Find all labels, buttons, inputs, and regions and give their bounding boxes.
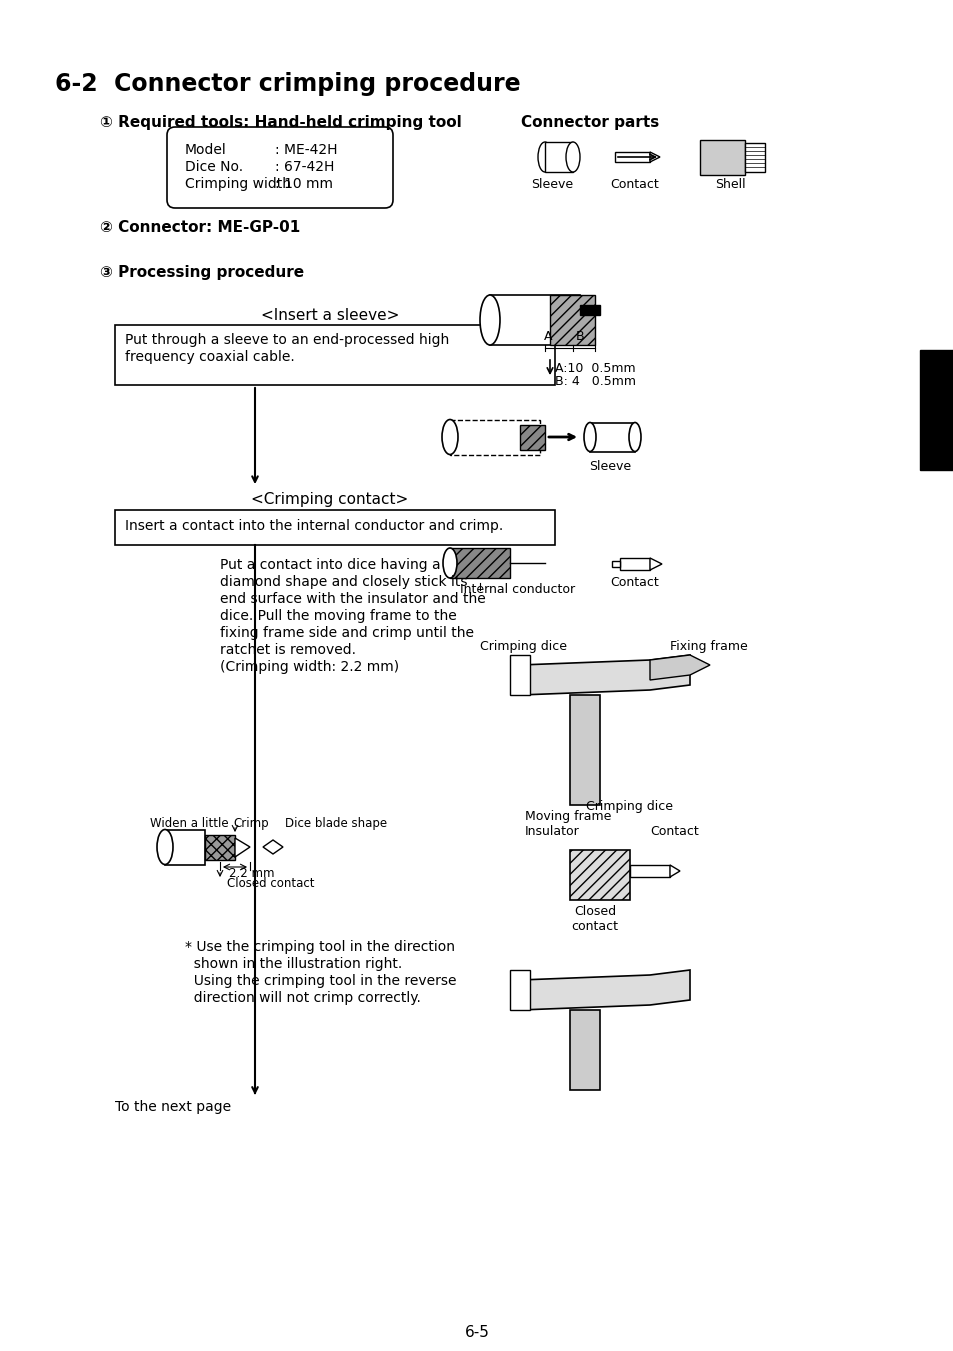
Text: ① Required tools: Hand-held crimping tool: ① Required tools: Hand-held crimping too… [100,115,461,130]
Text: Crimp: Crimp [233,817,269,830]
Text: Put a contact into dice having a: Put a contact into dice having a [220,558,440,571]
Bar [510,655,530,694]
Text: Crimping dice: Crimping dice [479,640,566,653]
Text: Insert a contact into the internal conductor and crimp.: Insert a contact into the internal condu… [125,519,503,534]
Bar [619,558,649,570]
FancyBboxPatch shape [167,127,393,208]
Text: <Insert a sleeve>: <Insert a sleeve> [260,308,398,323]
Ellipse shape [537,142,552,172]
Ellipse shape [157,830,172,865]
Text: Closed
contact: Closed contact [571,905,618,934]
Text: To the next page: To the next page [115,1100,231,1115]
Bar [450,420,539,455]
Text: : 67-42H: : 67-42H [274,159,334,174]
Bar [165,830,205,865]
Text: Sleeve: Sleeve [531,178,573,190]
Text: : ME-42H: : ME-42H [274,143,337,157]
Text: Crimping width: Crimping width [185,177,291,190]
Polygon shape [649,558,661,570]
Bar [615,153,649,162]
Bar [919,350,953,470]
Text: 6-5: 6-5 [464,1325,489,1340]
Text: ② Connector: ME-GP-01: ② Connector: ME-GP-01 [100,220,300,235]
Polygon shape [569,694,599,805]
Polygon shape [669,865,679,877]
Polygon shape [234,838,250,857]
Bar [544,142,573,172]
Text: Contact: Contact [610,178,659,190]
Text: Insulator: Insulator [524,825,579,838]
Text: ③ Processing procedure: ③ Processing procedure [100,265,304,280]
Text: Dice blade shape: Dice blade shape [285,817,387,830]
Text: B: 4   0.5mm: B: 4 0.5mm [555,376,636,388]
Text: A: A [543,330,552,343]
Bar [450,549,510,578]
Bar [550,295,595,345]
Text: Shell: Shell [714,178,744,190]
Polygon shape [569,1011,599,1090]
Text: Contact: Contact [649,825,698,838]
Bar [629,865,669,877]
Text: Connector parts: Connector parts [520,115,659,130]
Text: <Crimping contact>: <Crimping contact> [251,492,408,507]
Bar [490,295,579,345]
Bar [700,141,744,176]
Text: Put through a sleeve to an end-processed high: Put through a sleeve to an end-processed… [125,332,449,347]
Bar [205,835,234,861]
Polygon shape [519,655,689,694]
Bar [569,850,629,900]
Polygon shape [649,153,659,162]
Text: Moving frame: Moving frame [524,811,611,823]
Text: Sleeve: Sleeve [588,459,630,473]
Text: frequency coaxial cable.: frequency coaxial cable. [125,350,294,363]
Text: end surface with the insulator and the: end surface with the insulator and the [220,592,485,607]
Ellipse shape [628,423,640,451]
Text: direction will not crimp correctly.: direction will not crimp correctly. [185,992,420,1005]
Bar [115,326,555,385]
Ellipse shape [441,420,457,454]
Bar [519,426,544,450]
Polygon shape [649,655,709,680]
Polygon shape [519,970,689,1011]
Text: Model: Model [185,143,227,157]
Text: ratchet is removed.: ratchet is removed. [220,643,355,657]
Text: Fixing frame: Fixing frame [669,640,747,653]
Ellipse shape [565,142,579,172]
Text: B: B [575,330,583,343]
Text: Using the crimping tool in the reverse: Using the crimping tool in the reverse [185,974,456,988]
Text: shown in the illustration right.: shown in the illustration right. [185,957,402,971]
Polygon shape [263,840,283,854]
Bar [612,561,619,567]
Bar [510,970,530,1011]
Text: Internal conductor: Internal conductor [459,584,575,596]
Text: Dice No.: Dice No. [185,159,243,174]
Text: fixing frame side and crimp until the: fixing frame side and crimp until the [220,626,474,640]
Bar [589,423,635,453]
Text: Crimping dice: Crimping dice [586,800,673,813]
Text: Closed contact: Closed contact [227,877,314,890]
Text: dice. Pull the moving frame to the: dice. Pull the moving frame to the [220,609,456,623]
Bar [115,509,555,544]
Ellipse shape [442,549,456,578]
Text: 2.2 mm: 2.2 mm [229,867,274,880]
Bar [579,305,599,315]
Bar [744,143,764,172]
Text: * Use the crimping tool in the direction: * Use the crimping tool in the direction [185,940,455,954]
Text: : 10 mm: : 10 mm [274,177,333,190]
Text: Contact: Contact [610,576,659,589]
Text: Widen a little: Widen a little [150,817,229,830]
Text: diamond shape and closely stick its: diamond shape and closely stick its [220,576,467,589]
Ellipse shape [479,295,499,345]
Text: (Crimping width: 2.2 mm): (Crimping width: 2.2 mm) [220,661,398,674]
Ellipse shape [583,423,596,451]
Text: A:10  0.5mm: A:10 0.5mm [555,362,635,376]
Text: 6-2  Connector crimping procedure: 6-2 Connector crimping procedure [55,72,520,96]
